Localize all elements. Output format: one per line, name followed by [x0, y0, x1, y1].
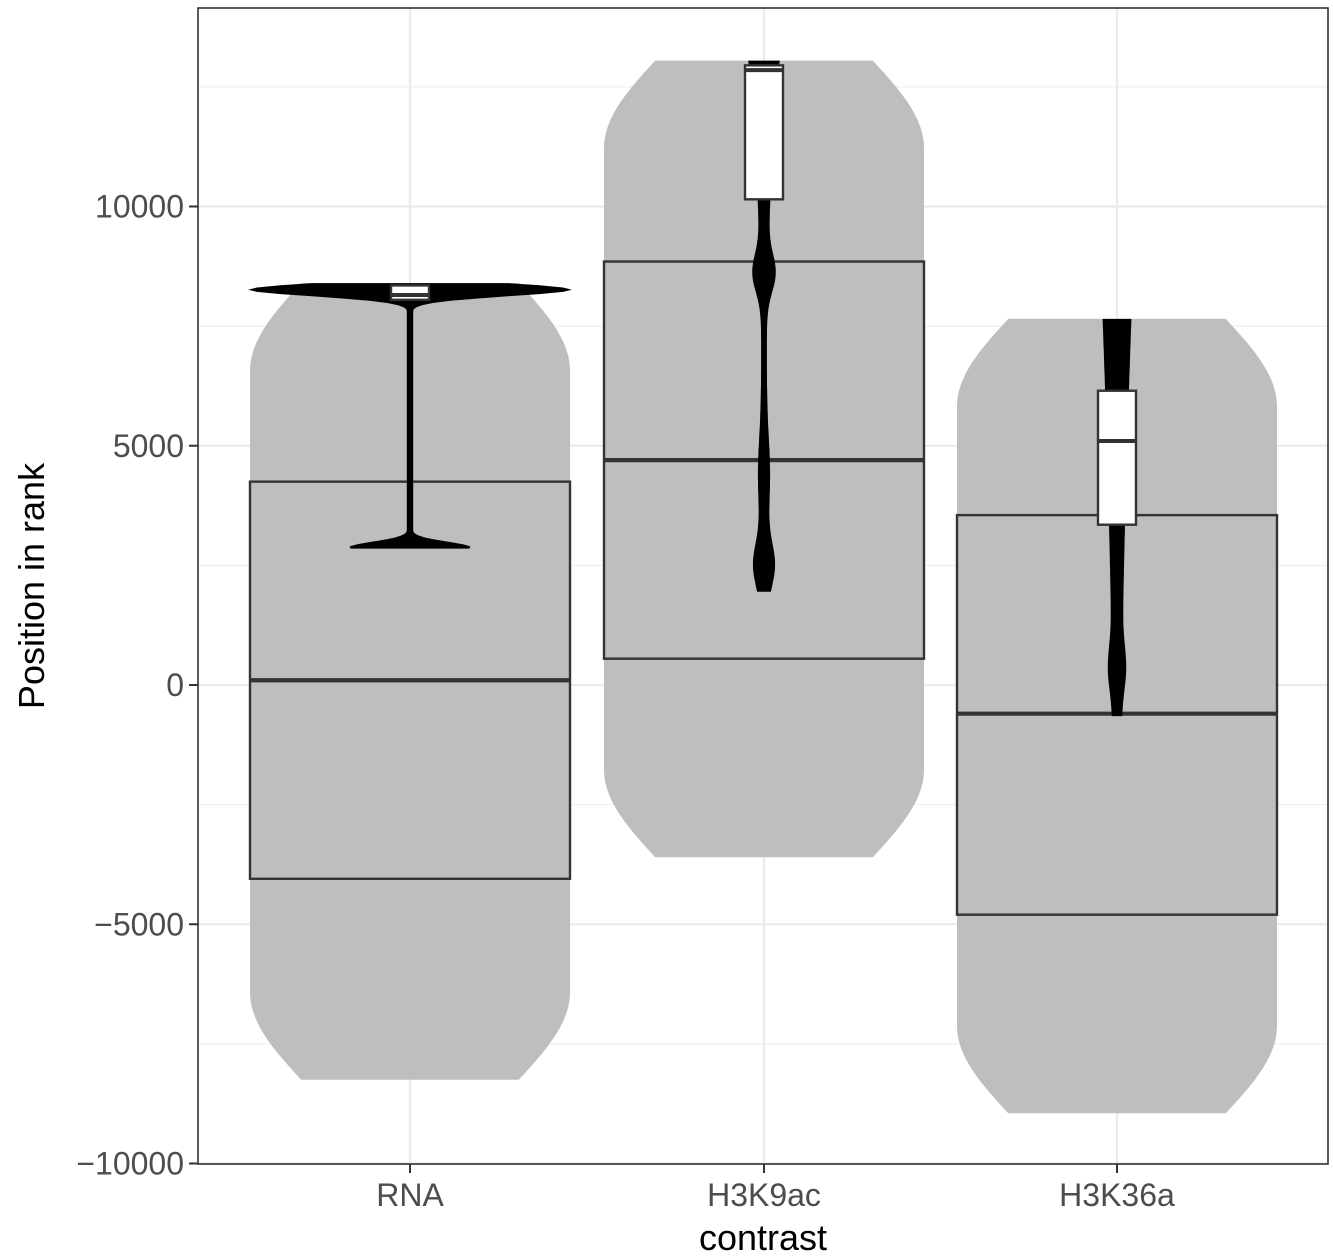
y-tick-label: 0	[166, 667, 184, 703]
y-tick-label: 5000	[113, 428, 184, 464]
axes: −10000 −5000 0 5000 10000 RNA H3K9ac H3K36a	[76, 189, 1175, 1214]
x-tick-label-H3K36a: H3K36a	[1059, 1177, 1175, 1213]
x-tick-label-H3K9ac: H3K9ac	[707, 1177, 821, 1213]
violin-foreground-RNA	[248, 283, 572, 549]
chart-marks	[248, 60, 1279, 1114]
x-axis-title: contrast	[699, 1217, 827, 1256]
box-foreground-H3K36a	[1096, 389, 1138, 526]
y-tick-label: 10000	[95, 189, 184, 225]
box-foreground-RNA	[389, 284, 431, 302]
x-tick-label-RNA: RNA	[376, 1177, 444, 1213]
y-tick-label: −5000	[94, 906, 184, 942]
y-axis-title: Position in rank	[11, 462, 52, 709]
y-tick-label: −10000	[76, 1146, 184, 1182]
violin-foreground-H3K9ac	[748, 60, 780, 592]
box-foreground-H3K9ac	[743, 64, 785, 201]
